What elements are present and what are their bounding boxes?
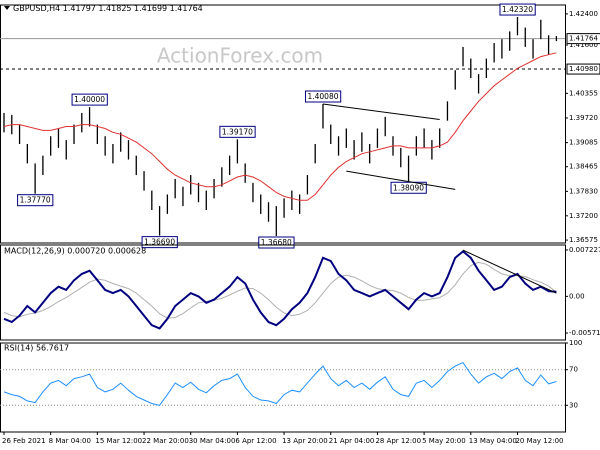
moving-average	[3, 52, 557, 201]
price-annotation: 1.42320	[502, 5, 533, 14]
label-box	[17, 194, 54, 207]
label-box	[219, 125, 256, 138]
x-tick-label: 20 May 12:00	[515, 437, 563, 445]
macd-line	[3, 250, 557, 330]
y-tick-label: 0.007227	[569, 246, 600, 254]
x-tick-label: 26 Feb 2021	[2, 437, 46, 445]
y-tick-label: 1.39085	[569, 139, 598, 147]
trend-line	[322, 103, 440, 121]
rsi-line	[3, 361, 557, 406]
x-tick-label: 13 Apr 20:00	[282, 437, 328, 445]
y-tick-label: 1.37830	[569, 187, 598, 195]
label-box	[566, 33, 600, 45]
label-box	[141, 236, 178, 249]
y-tick-label: 0.00	[569, 292, 585, 300]
panel-frame	[0, 244, 566, 341]
price-annotation: 1.36680	[261, 238, 292, 247]
y-tick-label: 1.40355	[569, 89, 598, 97]
x-tick-label: 8 Mar 04:00	[49, 437, 91, 445]
y-tick-label: 1.41600	[569, 41, 598, 49]
y-tick-label: 70	[569, 366, 578, 374]
x-tick-label: 28 Apr 12:00	[375, 437, 421, 445]
price-annotation: 1.38090	[393, 183, 424, 192]
x-tick-label: 21 Apr 04:00	[329, 437, 375, 445]
y-tick-label: 1.36575	[569, 236, 598, 244]
price-annotation: 1.37770	[20, 196, 51, 205]
x-tick-label: 22 Mar 20:00	[142, 437, 189, 445]
label-box	[71, 93, 108, 106]
level-label: 1.40980	[569, 65, 598, 73]
y-tick-label: 1.42400	[569, 10, 598, 18]
y-tick-label: 1.37200	[569, 212, 598, 220]
x-tick-label: 13 May 04:00	[469, 437, 517, 445]
y-tick-label: 30	[569, 401, 578, 409]
label-box	[304, 90, 342, 103]
macd-title: MACD(12,26,9) 0.000720 0.000628	[4, 247, 146, 256]
x-tick-label: 5 May 20:00	[422, 437, 466, 445]
x-tick-label: 30 Mar 04:00	[189, 437, 236, 445]
price-annotation: 1.39170	[222, 127, 253, 136]
y-tick-label: -0.005714	[569, 329, 600, 337]
price-annotation: 1.40000	[74, 95, 105, 104]
menu-arrow	[4, 6, 10, 10]
rsi-title: RSI(14) 56.7617	[4, 344, 69, 353]
trend-line	[346, 170, 456, 190]
x-tick-label: 15 Mar 12:00	[95, 437, 142, 445]
label-box	[258, 236, 295, 249]
y-tick-label: 1.38465	[569, 163, 598, 171]
panel-frame	[0, 342, 566, 433]
x-tick-label: 6 Apr 12:00	[235, 437, 276, 445]
watermark: ActionForex.com	[157, 44, 323, 68]
price-annotation: 1.40080	[307, 92, 338, 101]
level-label: 1.41764	[569, 35, 598, 43]
label-box	[499, 3, 536, 16]
trend-line	[462, 249, 557, 294]
y-tick-label: 1.39720	[569, 114, 598, 122]
y-tick-label: 100	[569, 339, 582, 347]
price-annotation: 1.36690	[144, 238, 175, 247]
label-box	[390, 181, 427, 194]
price-title: GBPUSD,H4 1.41797 1.41825 1.41699 1.4176…	[13, 4, 203, 13]
